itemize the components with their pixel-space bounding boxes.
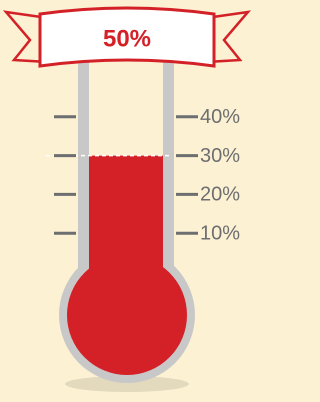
tick-label: 30% bbox=[200, 145, 240, 167]
fill-level bbox=[89, 156, 163, 315]
tick-label: 40% bbox=[200, 106, 240, 128]
tick-label: 10% bbox=[200, 222, 240, 244]
chart: 10% 20% 30% 40% 50% bbox=[0, 0, 254, 402]
page: 10%20%30%40% 50% (() => { const data = J… bbox=[0, 0, 254, 402]
tick-label: 20% bbox=[200, 184, 240, 206]
chart-title: 50% bbox=[103, 25, 151, 52]
